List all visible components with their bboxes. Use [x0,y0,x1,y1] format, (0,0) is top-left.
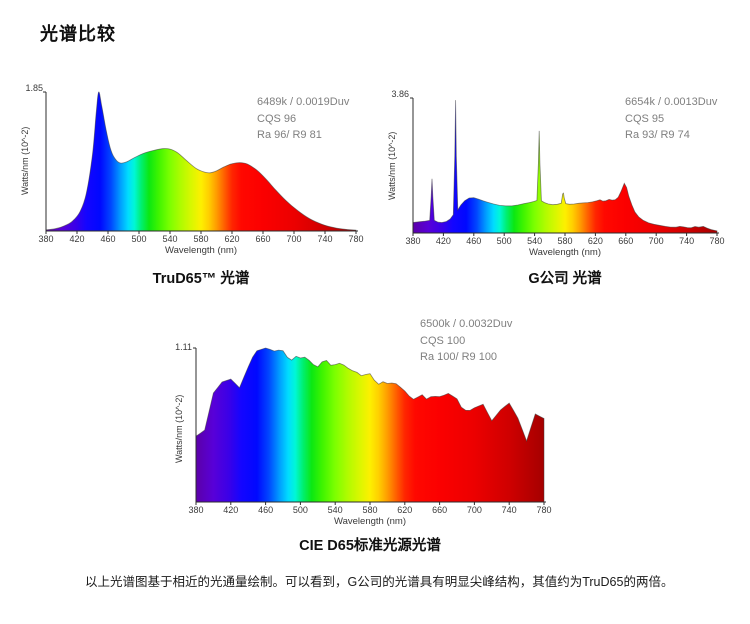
x-tick-label: 780 [348,234,363,244]
cie-d65-chart: 1.11 Watts/nm (10^-2) 380 420 460 500 540 580… [165,313,585,563]
cie-d65-cqs: CQS 100 [420,334,466,347]
x-tick-label: 620 [224,234,239,244]
g-company-chart-title: G公司 光谱 [528,271,602,287]
trud65-cct-duv: 6489k / 0.0019Duv [257,96,350,108]
g-company-spectrum-plot: 380 420 460 500 540 580 620 660 700 740 780 [405,97,725,246]
x-tick-label: 460 [100,234,115,244]
g-company-ra-r9: Ra 93/ R9 74 [625,129,690,141]
x-tick-label: 380 [38,234,53,244]
cie-d65-spectrum-plot: 380 420 460 500 540 580 620 660 700 740 780 [188,347,552,515]
g-company-chart: 3.86 Watts/nm (10^-2) 380 420 460 500 540 580… [385,80,750,295]
cie-d65-ra-r9: Ra 100/ R9 100 [420,351,498,363]
x-tick-label: 580 [557,236,572,246]
trud65-spectrum-plot: 380 420 460 500 540 580 620 660 700 740 780 [38,91,364,244]
x-tick-label: 500 [497,236,512,246]
x-tick-label: 500 [293,505,308,515]
x-tick-label: 540 [328,505,343,515]
x-tick-label: 660 [618,236,633,246]
cie-d65-cct-duv: 6500k / 0.0032Duv [420,318,513,330]
x-tick-label: 740 [317,234,332,244]
g-company-cqs: CQS 95 [625,112,665,125]
x-tick-label: 380 [188,505,203,515]
g-company-cct-duv: 6654k / 0.0013Duv [625,96,718,108]
x-tick-label: 780 [709,236,724,246]
x-tick-label: 620 [588,236,603,246]
x-tick-label: 700 [649,236,664,246]
trud65-ymax-label: 1.85 [25,83,43,93]
cie-d65-x-axis-label: Wavelength (nm) [334,516,406,527]
g-company-ymax-label: 3.86 [391,89,409,99]
x-tick-label: 420 [436,236,451,246]
x-tick-label: 420 [69,234,84,244]
cie-d65-metrics: 6500k / 0.0032Duv CQS 100 Ra 100/ R9 100 [420,316,512,366]
x-tick-label: 540 [162,234,177,244]
g-company-metrics: 6654k / 0.0013Duv CQS 95 Ra 93/ R9 74 [625,94,717,144]
trud65-metrics: 6489k / 0.0019Duv CQS 96 Ra 96/ R9 81 [257,94,349,144]
x-tick-label: 580 [193,234,208,244]
x-tick-label: 460 [466,236,481,246]
trud65-chart-title: TruD65™ 光谱 [152,271,250,287]
page-title: 光谱比较 [40,24,116,44]
x-tick-label: 660 [432,505,447,515]
x-tick-label: 740 [502,505,517,515]
x-tick-label: 700 [286,234,301,244]
cie-d65-chart-title: CIE D65标准光源光谱 [299,538,441,554]
trud65-ra-r9: Ra 96/ R9 81 [257,129,322,141]
x-tick-label: 660 [255,234,270,244]
x-tick-label: 500 [131,234,146,244]
x-tick-label: 380 [405,236,420,246]
x-tick-label: 780 [536,505,551,515]
trud65-chart: 1.85 Watts/nm (10^-2) 380 420 460 500 540 580… [15,80,370,295]
x-tick-label: 420 [223,505,238,515]
x-tick-label: 580 [362,505,377,515]
cie-d65-ymax-label: 1.11 [175,342,192,352]
g-company-x-axis-label: Wavelength (nm) [529,247,601,258]
x-tick-label: 540 [527,236,542,246]
comparison-caption: 以上光谱图基于相近的光通量绘制。可以看到，G公司的光谱具有明显尖峰结构，其值约为… [85,575,674,589]
x-tick-label: 740 [679,236,694,246]
trud65-cqs: CQS 96 [257,112,297,125]
x-tick-label: 460 [258,505,273,515]
x-tick-label: 700 [467,505,482,515]
x-tick-label: 620 [397,505,412,515]
trud65-x-axis-label: Wavelength (nm) [165,245,237,256]
